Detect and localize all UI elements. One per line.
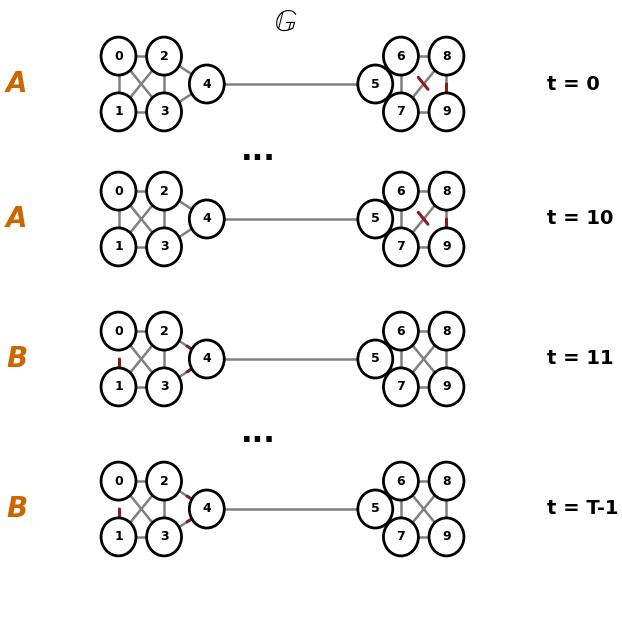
Text: 3: 3 bbox=[160, 105, 169, 119]
Circle shape bbox=[383, 462, 419, 500]
Text: A: A bbox=[6, 70, 27, 98]
Text: t = 11: t = 11 bbox=[547, 349, 613, 368]
Text: 3: 3 bbox=[160, 240, 169, 254]
Circle shape bbox=[383, 228, 419, 266]
Circle shape bbox=[147, 462, 182, 500]
Text: 0: 0 bbox=[114, 475, 123, 488]
Text: 6: 6 bbox=[397, 475, 405, 488]
Circle shape bbox=[147, 518, 182, 556]
Text: 7: 7 bbox=[397, 380, 406, 394]
Circle shape bbox=[189, 200, 225, 238]
Text: t = T-1: t = T-1 bbox=[547, 500, 618, 519]
Circle shape bbox=[101, 312, 136, 350]
Circle shape bbox=[147, 228, 182, 266]
Text: 5: 5 bbox=[371, 77, 379, 91]
Text: A: A bbox=[6, 205, 27, 233]
Text: 0: 0 bbox=[114, 49, 123, 63]
Circle shape bbox=[429, 93, 464, 131]
Circle shape bbox=[383, 518, 419, 556]
Text: 0: 0 bbox=[114, 325, 123, 337]
Text: 4: 4 bbox=[202, 212, 211, 226]
Text: B: B bbox=[6, 345, 27, 373]
Circle shape bbox=[147, 172, 182, 210]
Text: 1: 1 bbox=[114, 380, 123, 394]
Text: 0: 0 bbox=[114, 184, 123, 198]
Circle shape bbox=[101, 518, 136, 556]
Text: 2: 2 bbox=[160, 49, 169, 63]
Circle shape bbox=[189, 65, 225, 103]
Text: 3: 3 bbox=[160, 380, 169, 394]
Circle shape bbox=[383, 312, 419, 350]
Circle shape bbox=[429, 462, 464, 500]
Text: 4: 4 bbox=[202, 503, 211, 515]
Text: 9: 9 bbox=[442, 531, 451, 543]
Text: 4: 4 bbox=[202, 77, 211, 91]
Text: 6: 6 bbox=[397, 184, 405, 198]
Text: 2: 2 bbox=[160, 475, 169, 488]
Circle shape bbox=[101, 37, 136, 75]
Text: 1: 1 bbox=[114, 240, 123, 254]
Text: t = 10: t = 10 bbox=[547, 209, 613, 228]
Text: 8: 8 bbox=[442, 49, 451, 63]
Circle shape bbox=[189, 490, 225, 528]
Circle shape bbox=[383, 93, 419, 131]
Circle shape bbox=[101, 462, 136, 500]
Circle shape bbox=[358, 490, 392, 528]
Text: 8: 8 bbox=[442, 184, 451, 198]
Text: B: B bbox=[6, 495, 27, 523]
Text: 8: 8 bbox=[442, 475, 451, 488]
Text: 2: 2 bbox=[160, 184, 169, 198]
Text: 6: 6 bbox=[397, 325, 405, 337]
Circle shape bbox=[101, 368, 136, 406]
Circle shape bbox=[429, 518, 464, 556]
Text: ...: ... bbox=[241, 420, 276, 448]
Circle shape bbox=[147, 93, 182, 131]
Text: 1: 1 bbox=[114, 531, 123, 543]
Circle shape bbox=[429, 37, 464, 75]
Text: 4: 4 bbox=[202, 353, 211, 365]
Circle shape bbox=[429, 228, 464, 266]
Circle shape bbox=[147, 312, 182, 350]
Text: 9: 9 bbox=[442, 105, 451, 119]
Circle shape bbox=[147, 368, 182, 406]
Circle shape bbox=[383, 37, 419, 75]
Circle shape bbox=[429, 312, 464, 350]
Text: 5: 5 bbox=[371, 503, 379, 515]
Circle shape bbox=[429, 172, 464, 210]
Text: 7: 7 bbox=[397, 105, 406, 119]
Text: 8: 8 bbox=[442, 325, 451, 337]
Text: 3: 3 bbox=[160, 531, 169, 543]
Circle shape bbox=[358, 340, 392, 378]
Text: 1: 1 bbox=[114, 105, 123, 119]
Circle shape bbox=[189, 340, 225, 378]
Circle shape bbox=[358, 200, 392, 238]
Circle shape bbox=[383, 368, 419, 406]
Text: 9: 9 bbox=[442, 240, 451, 254]
Circle shape bbox=[429, 368, 464, 406]
Text: 7: 7 bbox=[397, 240, 406, 254]
Text: 9: 9 bbox=[442, 380, 451, 394]
Text: ...: ... bbox=[241, 137, 276, 166]
Circle shape bbox=[147, 37, 182, 75]
Circle shape bbox=[358, 65, 392, 103]
Text: 5: 5 bbox=[371, 212, 379, 226]
Text: t = 0: t = 0 bbox=[547, 75, 600, 93]
Circle shape bbox=[101, 172, 136, 210]
Circle shape bbox=[101, 93, 136, 131]
Text: 7: 7 bbox=[397, 531, 406, 543]
Circle shape bbox=[383, 172, 419, 210]
Text: 5: 5 bbox=[371, 353, 379, 365]
Text: $\mathbb{G}$: $\mathbb{G}$ bbox=[274, 6, 297, 37]
Circle shape bbox=[101, 228, 136, 266]
Text: 2: 2 bbox=[160, 325, 169, 337]
Text: 6: 6 bbox=[397, 49, 405, 63]
